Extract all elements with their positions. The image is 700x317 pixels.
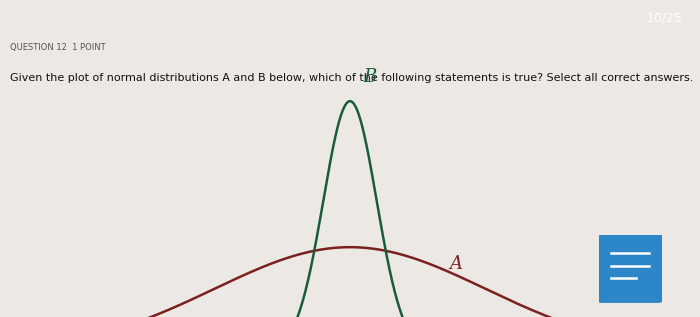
- Text: QUESTION 12  1 POINT: QUESTION 12 1 POINT: [10, 43, 106, 53]
- Text: B: B: [363, 68, 377, 86]
- Polygon shape: [601, 292, 620, 301]
- Text: 10/25: 10/25: [647, 12, 682, 25]
- Text: Given the plot of normal distributions A and B below, which of the following sta: Given the plot of normal distributions A…: [10, 73, 694, 83]
- Text: A: A: [449, 255, 462, 273]
- FancyBboxPatch shape: [595, 233, 665, 303]
